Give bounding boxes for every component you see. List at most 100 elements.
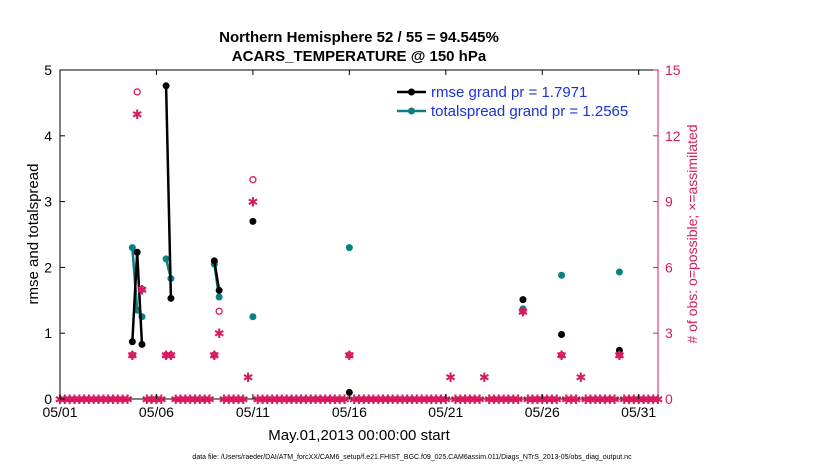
obs-assimilated-marker: ✱ (479, 370, 490, 385)
obs-assimilated-zero-marker: ✱ (464, 392, 475, 407)
plot-area (59, 69, 659, 400)
obs-assimilated-zero-marker: ✱ (628, 392, 639, 407)
obs-assimilated-zero-marker: ✱ (108, 392, 119, 407)
y-left-tick-label: 3 (44, 194, 52, 210)
obs-assimilated-zero-marker: ✱ (354, 392, 365, 407)
obs-assimilated-zero-marker: ✱ (300, 392, 311, 407)
obs-assimilated-zero-marker: ✱ (93, 392, 104, 407)
obs-assimilated-zero-marker: ✱ (590, 392, 601, 407)
obs-assimilated-zero-marker: ✱ (122, 392, 133, 407)
obs-assimilated-zero-marker: ✱ (286, 392, 297, 407)
obs-assimilated-zero-marker: ✱ (83, 392, 94, 407)
obs-assimilated-zero-marker: ✱ (112, 392, 123, 407)
x-tick-label: 05/11 (236, 404, 270, 420)
x-tick-label: 05/01 (42, 404, 77, 420)
legend-totalspread-label: totalspread grand pr = 1.2565 (431, 103, 628, 120)
chart-title-line2: ACARS_TEMPERATURE @ 150 hPa (232, 48, 487, 65)
obs-assimilated-zero-marker: ✱ (402, 392, 413, 407)
obs-assimilated-zero-marker: ✱ (180, 392, 191, 407)
obs-assimilated-zero-marker: ✱ (117, 392, 128, 407)
obs-assimilated-zero-marker: ✱ (281, 392, 292, 407)
obs-assimilated-zero-marker: ✱ (595, 392, 606, 407)
obs-assimilated-zero-marker: ✱ (151, 392, 162, 407)
obs-assimilated-zero-marker: ✱ (585, 392, 596, 407)
obs-assimilated-zero-marker: ✱ (233, 392, 244, 407)
y-right-tick-label: 9 (665, 194, 673, 210)
obs-assimilated-zero-marker: ✱ (638, 392, 649, 407)
obs-assimilated-zero-marker: ✱ (141, 392, 152, 407)
rmse-point (249, 217, 257, 225)
totalspread-point (215, 293, 223, 301)
obs-assimilated-zero-marker: ✱ (79, 392, 90, 407)
obs-assimilated-zero-marker: ✱ (421, 392, 432, 407)
obs-assimilated-zero-marker: ✱ (469, 392, 480, 407)
x-tick-label: 05/06 (139, 404, 174, 420)
obs-assimilated-zero-marker: ✱ (566, 392, 577, 407)
rmse-point (345, 388, 353, 396)
obs-assimilated-zero-marker: ✱ (537, 392, 548, 407)
obs-assimilated-zero-marker: ✱ (633, 392, 644, 407)
obs-assimilated-zero-marker: ✱ (387, 392, 398, 407)
obs-assimilated-zero-marker: ✱ (358, 392, 369, 407)
obs-assimilated-zero-marker: ✱ (272, 392, 283, 407)
y-right-tick-label: 0 (665, 391, 673, 407)
rmse-point (167, 294, 175, 302)
legend-totalspread-marker (408, 107, 415, 115)
obs-assimilated-marker: ✱ (518, 304, 529, 319)
rmse-point (162, 82, 170, 90)
rmse-point (210, 257, 218, 265)
obs-assimilated-zero-marker: ✱ (325, 392, 336, 407)
obs-assimilated-marker: ✱ (132, 107, 143, 122)
y-left-tick-label: 5 (44, 62, 52, 78)
rmse-line (213, 260, 221, 291)
obs-assimilated-zero-marker: ✱ (382, 392, 393, 407)
y-right-tick-label: 6 (665, 259, 673, 275)
obs-assimilated-zero-marker: ✱ (397, 392, 408, 407)
totalspread-point (345, 244, 353, 252)
obs-assimilated-zero-marker: ✱ (74, 392, 85, 407)
x-tick-label: 05/21 (428, 404, 463, 420)
obs-possible-marker (133, 88, 141, 96)
obs-assimilated-zero-marker: ✱ (329, 392, 340, 407)
obs-assimilated-zero-marker: ✱ (252, 392, 263, 407)
obs-assimilated-zero-marker: ✱ (194, 392, 205, 407)
obs-assimilated-zero-marker: ✱ (291, 392, 302, 407)
obs-assimilated-zero-marker: ✱ (204, 392, 215, 407)
obs-possible-marker (162, 351, 170, 359)
obs-assimilated-zero-marker: ✱ (170, 392, 181, 407)
totalspread-point (162, 255, 170, 263)
obs-assimilated-marker: ✱ (214, 326, 225, 341)
obs-assimilated-zero-marker: ✱ (223, 392, 234, 407)
obs-possible-marker (128, 351, 136, 359)
obs-assimilated-zero-marker: ✱ (339, 392, 350, 407)
obs-assimilated-zero-marker: ✱ (561, 392, 572, 407)
y-axis-right-label: # of obs: o=possible; ×=assimilated (684, 124, 700, 343)
y-axis-left-label: rmse and totalspread (25, 164, 42, 305)
obs-assimilated-zero-marker: ✱ (156, 392, 167, 407)
obs-assimilated-zero-marker: ✱ (436, 392, 447, 407)
legend-rmse-marker (408, 88, 415, 96)
y-left-tick-label: 0 (44, 391, 52, 407)
obs-assimilated-marker: ✱ (243, 370, 254, 385)
obs-assimilated-zero-marker: ✱ (493, 392, 504, 407)
obs-assimilated-zero-marker: ✱ (190, 392, 201, 407)
obs-possible-marker (615, 351, 624, 359)
obs-assimilated-zero-marker: ✱ (267, 392, 278, 407)
obs-assimilated-zero-marker: ✱ (542, 392, 553, 407)
obs-assimilated-zero-marker: ✱ (643, 392, 654, 407)
rmse-point (133, 248, 141, 256)
totalspread-point (558, 271, 566, 279)
legend-rmse-label: rmse grand pr = 1.7971 (431, 84, 587, 101)
obs-assimilated-zero-marker: ✱ (349, 392, 360, 407)
obs-assimilated-zero-marker: ✱ (474, 392, 485, 407)
obs-assimilated-zero-marker: ✱ (551, 392, 562, 407)
obs-assimilated-zero-marker: ✱ (411, 392, 422, 407)
obs-assimilated-zero-marker: ✱ (146, 392, 157, 407)
rmse-point (128, 338, 136, 346)
obs-assimilated-marker: ✱ (344, 348, 355, 363)
totalspread-point (615, 268, 623, 276)
rmse-point (558, 331, 566, 339)
obs-assimilated-zero-marker: ✱ (373, 392, 384, 407)
obs-assimilated-zero-marker: ✱ (219, 392, 230, 407)
